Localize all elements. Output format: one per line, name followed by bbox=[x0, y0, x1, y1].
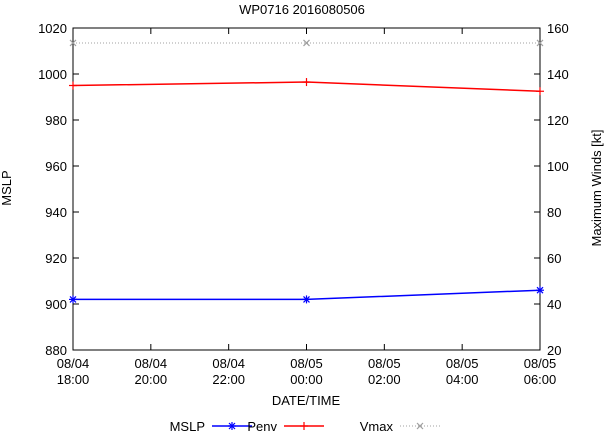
y-left-tick-label: 900 bbox=[45, 297, 67, 312]
x-tick-label-date: 08/05 bbox=[368, 356, 401, 371]
y-right-tick-label: 140 bbox=[547, 67, 569, 82]
series-mslp-point-1-d2 bbox=[303, 295, 310, 303]
y-right-tick-label: 160 bbox=[547, 21, 569, 36]
x-tick-label-time: 00:00 bbox=[290, 372, 323, 387]
x-axis-label: DATE/TIME bbox=[272, 393, 341, 408]
x-tick-label-time: 22:00 bbox=[212, 372, 245, 387]
legend-marker-mslp-d2 bbox=[228, 422, 236, 430]
legend-label-mslp: MSLP bbox=[170, 419, 205, 432]
x-tick-label-date: 08/05 bbox=[524, 356, 557, 371]
y-left-tick-label: 960 bbox=[45, 159, 67, 174]
x-tick-label-time: 04:00 bbox=[446, 372, 479, 387]
legend-marker-vmax-d2 bbox=[416, 422, 424, 430]
series-vmax-point-0-d2 bbox=[69, 39, 77, 47]
series-mslp bbox=[69, 286, 544, 304]
series-group bbox=[69, 39, 544, 304]
y-left-tick-label: 1020 bbox=[38, 21, 67, 36]
y-left-tick-label: 940 bbox=[45, 205, 67, 220]
x-tick-label-time: 06:00 bbox=[524, 372, 557, 387]
series-penv bbox=[69, 78, 544, 96]
legend: MSLP Penv Vmax bbox=[170, 419, 440, 432]
series-vmax bbox=[69, 39, 544, 47]
x-tick-label-time: 02:00 bbox=[368, 372, 401, 387]
y-left-tick-label: 920 bbox=[45, 251, 67, 266]
y-right-tick-label: 60 bbox=[547, 251, 561, 266]
series-vmax-point-2-d2 bbox=[536, 39, 544, 47]
legend-label-vmax: Vmax bbox=[360, 419, 394, 432]
chart-title: WP0716 2016080506 bbox=[239, 2, 365, 17]
x-tick-label-date: 08/04 bbox=[135, 356, 168, 371]
x-tick-label-time: 20:00 bbox=[135, 372, 168, 387]
x-tick-label-date: 08/05 bbox=[446, 356, 479, 371]
y-left-tick-label: 1000 bbox=[38, 67, 67, 82]
y-right-tick-label: 80 bbox=[547, 205, 561, 220]
y-axis-left-label: MSLP bbox=[0, 170, 14, 205]
y-right-tick-label: 40 bbox=[547, 297, 561, 312]
series-vmax-point-1-d2 bbox=[303, 39, 310, 47]
x-tick-label-date: 08/05 bbox=[290, 356, 323, 371]
y-axis-right-label: Maximum Winds [kt] bbox=[589, 129, 604, 246]
series-mslp-point-2-d2 bbox=[536, 286, 544, 294]
legend-label-penv: Penv bbox=[247, 419, 277, 432]
x-tick-label-date: 08/04 bbox=[212, 356, 245, 371]
y-right-tick-label: 120 bbox=[547, 113, 569, 128]
x-tick-label-time: 18:00 bbox=[57, 372, 90, 387]
x-tick-label-date: 08/04 bbox=[57, 356, 90, 371]
axes: 880 900 920 940 960 980 1000 1020 20 40 60 80 100 120… bbox=[38, 21, 569, 387]
y-right-tick-label: 100 bbox=[547, 159, 569, 174]
y-left-tick-label: 880 bbox=[45, 343, 67, 358]
y-right-tick-label: 20 bbox=[547, 343, 561, 358]
series-mslp-point-0-d2 bbox=[69, 295, 77, 303]
y-left-tick-label: 980 bbox=[45, 113, 67, 128]
